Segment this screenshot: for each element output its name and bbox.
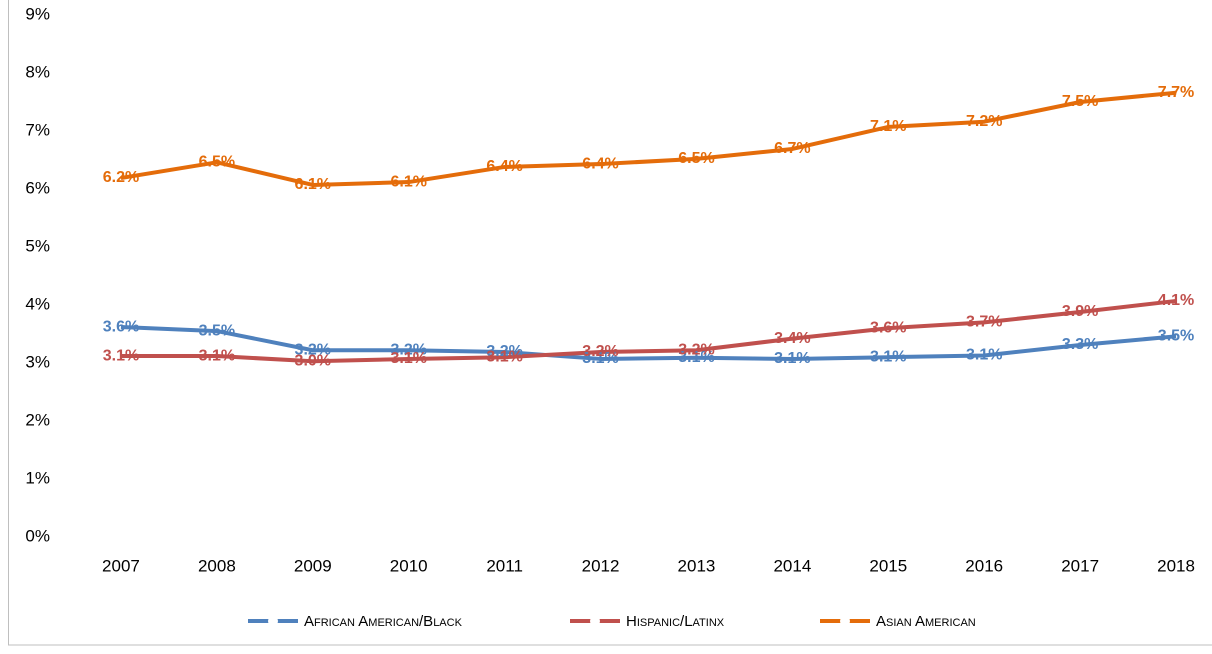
data-label: 3.1% [966,347,1002,364]
data-label: 6.5% [199,154,235,171]
data-label: 6.5% [678,150,714,167]
data-label: 3.3% [1062,336,1098,353]
data-label: 3.2% [390,341,426,358]
data-label: 3.2% [678,341,714,358]
x-tick-label: 2010 [390,556,428,575]
data-label: 3.1% [486,348,522,365]
data-label: 3.6% [103,318,139,335]
data-label: 3.1% [774,350,810,367]
x-tick-label: 2014 [773,556,811,575]
x-tick-label: 2011 [486,556,523,575]
y-tick-label: 7% [25,120,50,139]
x-tick-label: 2007 [102,556,140,575]
data-label: 6.1% [295,176,331,193]
x-tick-label: 2013 [678,556,716,575]
legend-label: African American/Black [304,613,463,630]
data-label: 3.4% [774,330,810,347]
data-label: 3.0% [295,352,331,369]
data-label: 3.2% [582,343,618,360]
data-label: 3.1% [582,350,618,367]
data-label: 7.1% [870,118,906,135]
data-label: 3.5% [1158,328,1194,345]
y-tick-label: 4% [25,294,50,313]
legend-marker [268,616,278,626]
series-line [120,90,1177,187]
data-label: 3.6% [870,319,906,336]
legend-label: Asian American [876,613,976,630]
y-tick-label: 3% [25,352,50,371]
y-tick-label: 1% [25,468,50,487]
x-tick-label: 2018 [1157,556,1195,575]
y-tick-label: 2% [25,410,50,429]
data-label: 3.1% [103,347,139,364]
x-tick-label: 2015 [869,556,907,575]
x-tick-label: 2008 [198,556,236,575]
data-label: 3.2% [486,343,522,360]
data-label: 7.2% [966,113,1002,130]
data-label: 6.4% [486,158,522,175]
data-label: 3.1% [870,348,906,365]
series-line [120,298,1177,364]
data-label: 3.1% [678,349,714,366]
y-tick-label: 9% [25,4,50,23]
data-label: 7.5% [1062,93,1098,110]
data-label: 6.7% [774,140,810,157]
x-tick-label: 2009 [294,556,332,575]
x-tick-label: 2017 [1061,556,1099,575]
data-label: 3.1% [390,350,426,367]
data-label: 6.1% [390,173,426,190]
chart-border [8,0,1212,646]
series-line [120,325,1177,361]
legend-marker [590,616,600,626]
x-tick-label: 2016 [965,556,1003,575]
data-label: 3.9% [1062,303,1098,320]
data-label: 3.5% [199,322,235,339]
data-label: 3.7% [966,314,1002,331]
x-tick-label: 2012 [582,556,620,575]
legend-marker [840,616,850,626]
data-label: 4.1% [1158,292,1194,309]
data-label: 3.1% [199,347,235,364]
y-tick-label: 5% [25,236,50,255]
y-tick-label: 6% [25,178,50,197]
data-label: 3.2% [295,341,331,358]
data-label: 6.2% [103,169,139,186]
data-label: 7.7% [1158,84,1194,101]
y-tick-label: 0% [25,526,50,545]
legend-label: Hispanic/Latinx [626,613,725,630]
y-tick-label: 8% [25,62,50,81]
data-label: 6.4% [582,155,618,172]
